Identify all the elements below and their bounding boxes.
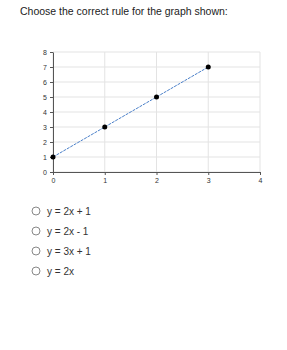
- tick: 0: [43, 169, 53, 176]
- tick-mark: [50, 172, 53, 173]
- page: Choose the correct rule for the graph sh…: [0, 0, 287, 350]
- tick-label: 1: [103, 177, 107, 184]
- grid-line: [156, 52, 157, 172]
- option[interactable]: y = 2x - 1: [32, 226, 89, 237]
- tick-label: 2: [43, 139, 47, 146]
- tick: 2: [155, 172, 159, 184]
- point: [154, 95, 159, 100]
- x-axis: 0 1 2 3 4: [52, 172, 263, 184]
- tick-mark: [53, 172, 54, 175]
- tick: 3: [43, 124, 53, 131]
- option[interactable]: y = 2x: [32, 266, 74, 277]
- radio-button[interactable]: [32, 247, 40, 255]
- tick: 8: [43, 49, 53, 56]
- tick-label: 3: [43, 124, 47, 131]
- axis-line: [53, 53, 54, 173]
- point: [102, 125, 107, 130]
- option-label[interactable]: y = 3x + 1: [47, 246, 91, 257]
- option-label[interactable]: y = 2x - 1: [47, 226, 89, 237]
- tick: 7: [43, 64, 53, 71]
- tick-mark: [50, 112, 53, 113]
- tick-mark: [208, 172, 209, 175]
- chart: 0 1 2 3 4 5 6 7 8 0 1 2 3 4: [43, 49, 262, 184]
- grid-line: [104, 52, 105, 172]
- option-label[interactable]: y = 2x: [47, 266, 74, 277]
- grid-line: [208, 52, 209, 172]
- options: y = 2x + 1 y = 2x - 1 y = 3x + 1 y = 2x: [32, 206, 91, 277]
- tick: 4: [259, 172, 263, 184]
- tick: 4: [43, 109, 53, 116]
- tick-label: 2: [155, 177, 159, 184]
- point: [206, 65, 211, 70]
- point: [51, 155, 56, 160]
- tick-label: 7: [43, 64, 47, 71]
- tick: 5: [43, 94, 53, 101]
- line: [53, 67, 208, 157]
- tick: 1: [103, 172, 107, 184]
- tick: 3: [207, 172, 211, 184]
- radio-button[interactable]: [32, 207, 40, 215]
- question: Choose the correct rule for the graph sh…: [20, 5, 228, 17]
- tick-label: 3: [207, 177, 211, 184]
- tick-label: 0: [52, 177, 56, 184]
- tick-mark: [50, 67, 53, 68]
- radio-button[interactable]: [32, 227, 40, 235]
- tick-mark: [50, 52, 53, 53]
- tick-mark: [50, 142, 53, 143]
- tick: 0: [52, 172, 56, 184]
- tick-label: 5: [43, 94, 47, 101]
- tick-mark: [157, 172, 158, 175]
- tick-mark: [105, 172, 106, 175]
- option[interactable]: y = 3x + 1: [32, 246, 91, 257]
- tick-label: 4: [259, 177, 263, 184]
- radio-button[interactable]: [32, 267, 40, 275]
- tick: 2: [43, 139, 53, 146]
- tick: 6: [43, 79, 53, 86]
- tick-mark: [50, 127, 53, 128]
- tick-mark: [50, 82, 53, 83]
- option[interactable]: y = 2x + 1: [32, 206, 91, 217]
- tick-mark: [260, 172, 261, 175]
- tick-label: 8: [43, 49, 47, 56]
- tick-label: 4: [43, 109, 47, 116]
- tick-label: 1: [43, 154, 47, 161]
- marks: [51, 65, 211, 160]
- tick-label: 0: [43, 169, 47, 176]
- grid: [53, 52, 260, 172]
- tick-label: 6: [43, 79, 47, 86]
- option-label[interactable]: y = 2x + 1: [47, 206, 91, 217]
- grid-line: [260, 52, 261, 172]
- tick-mark: [50, 97, 53, 98]
